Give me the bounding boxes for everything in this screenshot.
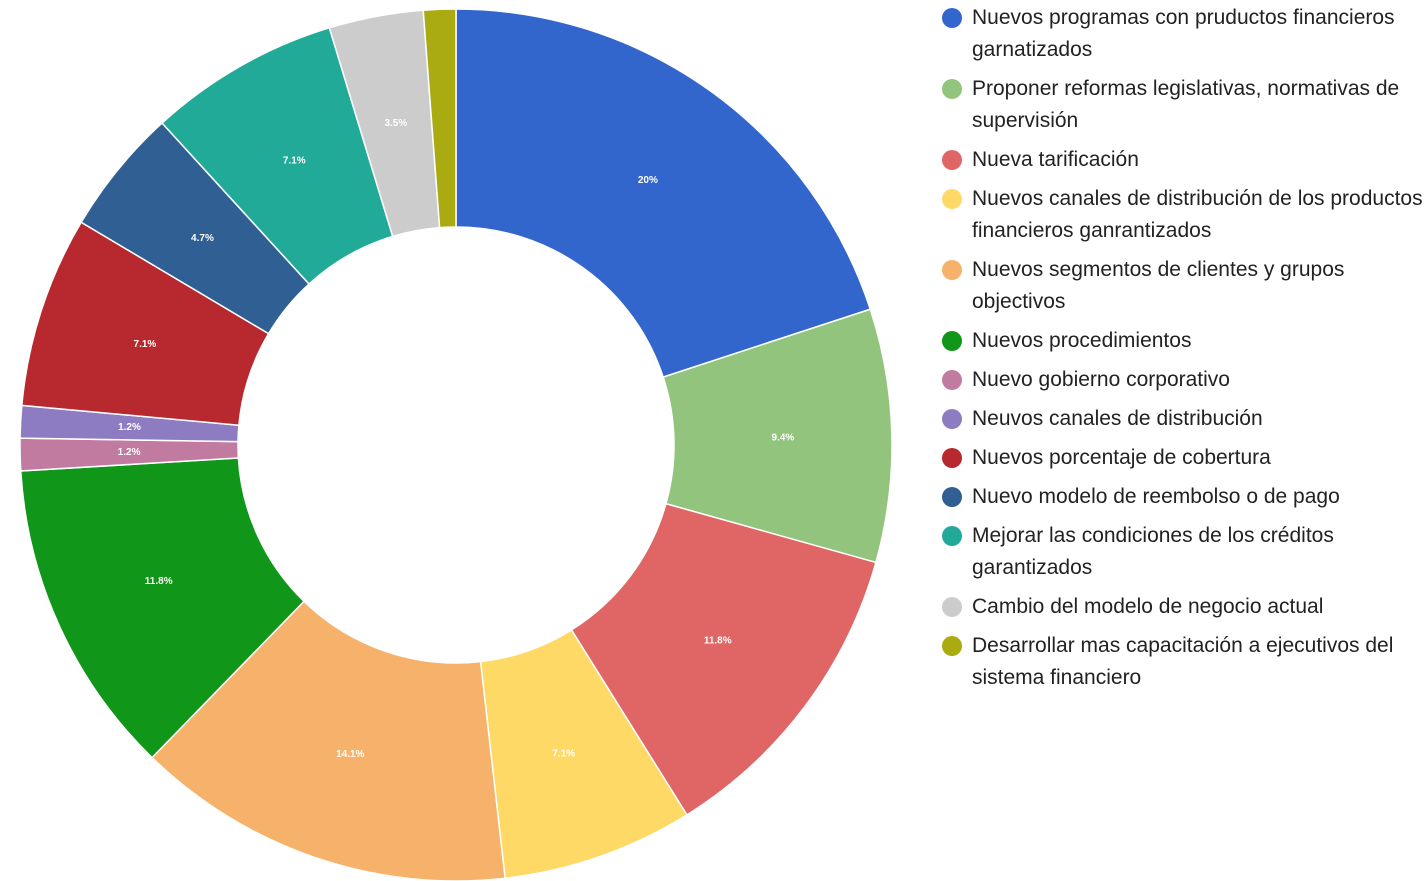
legend-item: Nuevos programas con pruductos financier… [940, 2, 1427, 66]
legend-item: Nuevos segmentos de clientes y grupos ob… [940, 254, 1427, 318]
legend-item: Desarrollar mas capacitación a ejecutivo… [940, 630, 1427, 694]
legend-label: Proponer reformas legislativas, normativ… [972, 77, 1400, 132]
legend-label: Nuevos porcentaje de cobertura [972, 446, 1271, 469]
legend-label: Nueva tarificación [972, 148, 1139, 171]
legend-item: Proponer reformas legislativas, normativ… [940, 73, 1427, 137]
slice [19, 457, 306, 759]
legend-label: Desarrollar mas capacitación a ejecutivo… [972, 634, 1394, 689]
legend-label: Cambio del modelo de negocio actual [972, 595, 1324, 618]
slice-label: 14.1% [336, 749, 364, 760]
legend-item: Nuevos canales de distribución de los pr… [940, 183, 1427, 247]
legend-swatch [942, 448, 962, 468]
legend-swatch [942, 370, 962, 390]
legend-swatch [942, 79, 962, 99]
legend-item: Nuevo gobierno corporativo [940, 364, 1427, 396]
legend-item: Mejorar las condiciones de los créditos … [940, 520, 1427, 584]
slice-label: 11.8% [145, 576, 173, 587]
legend-swatch [942, 597, 962, 617]
legend-item: Nuevos porcentaje de cobertura [940, 442, 1427, 474]
legend-swatch [942, 526, 962, 546]
slice-label: 1.2% [118, 447, 141, 458]
slice [455, 8, 872, 379]
legend-label: Nuevos programas con pruductos financier… [972, 6, 1395, 61]
legend-item: Neuvos canales de distribución [940, 403, 1427, 435]
slice [422, 8, 457, 229]
legend-label: Nuevo modelo de reembolso o de pago [972, 485, 1340, 508]
legend-label: Nuevos segmentos de clientes y grupos ob… [972, 258, 1345, 313]
slice-label: 11.8% [704, 636, 732, 647]
legend-item: Nueva tarificación [940, 144, 1427, 176]
slice-label: 9.4% [772, 432, 795, 443]
legend-swatch [942, 331, 962, 351]
chart: 20% 9.4% 11.8% 7.1% 14.1% 11.8% 1.2% 1.2% 7.1% 4.… [19, 8, 893, 881]
legend-label: Nuevo gobierno corporativo [972, 368, 1230, 391]
legend-label: Neuvos canales de distribución [972, 407, 1263, 430]
legend-swatch [942, 189, 962, 209]
legend-label: Mejorar las condiciones de los créditos … [972, 524, 1334, 579]
legend-swatch [942, 636, 962, 656]
legend-item: Nuevo modelo de reembolso o de pago [940, 481, 1427, 513]
slice-label: 7.1% [552, 748, 575, 759]
legend-swatch [942, 409, 962, 429]
legend: Nuevos programas con pruductos financier… [940, 2, 1427, 701]
legend-swatch [942, 260, 962, 280]
slice [570, 502, 877, 816]
legend-swatch [942, 487, 962, 507]
legend-swatch [942, 8, 962, 28]
slice-label: 7.1% [134, 339, 157, 350]
slice-label: 3.5% [384, 118, 407, 129]
slice-label: 1.2% [118, 422, 141, 433]
legend-item: Cambio del modelo de negocio actual [940, 591, 1427, 623]
legend-swatch [942, 150, 962, 170]
slice-label: 7.1% [283, 155, 306, 166]
legend-label: Nuevos procedimientos [972, 329, 1192, 352]
slice-label: 20% [638, 175, 658, 186]
legend-label: Nuevos canales de distribución de los pr… [972, 187, 1423, 242]
slice [151, 600, 506, 881]
slice-label: 4.7% [191, 233, 214, 244]
legend-item: Nuevos procedimientos [940, 325, 1427, 357]
